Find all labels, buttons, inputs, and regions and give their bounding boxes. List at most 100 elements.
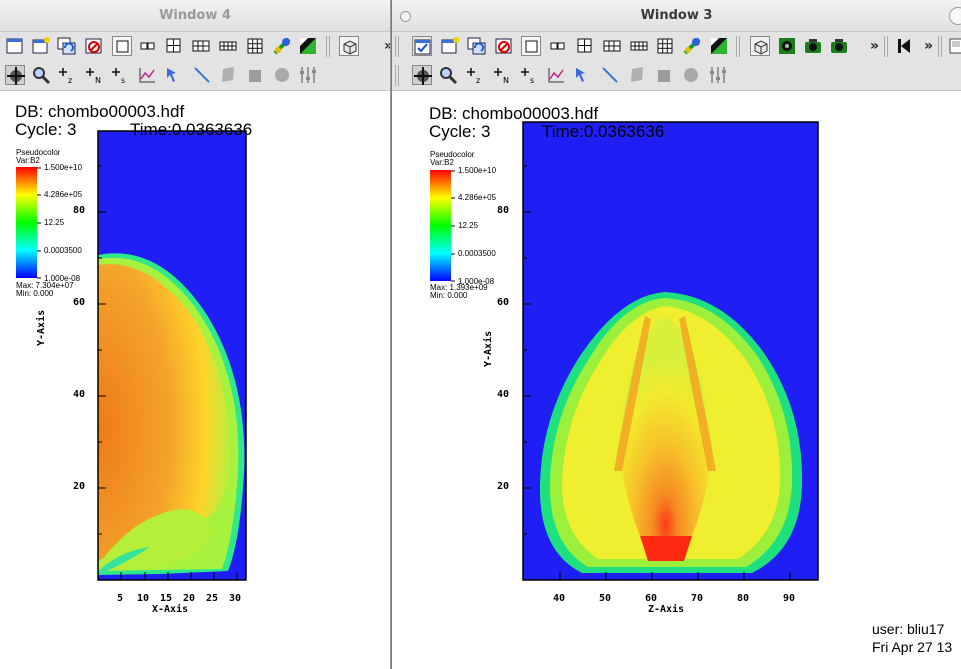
save-movie-icon[interactable] [803,36,823,56]
plot-frame [97,130,247,581]
copy-window-icon[interactable] [467,36,487,56]
clear-window-icon[interactable] [31,36,51,56]
legend-tick-5: 1.000e-08 [44,274,81,283]
delete-window-icon[interactable] [84,36,104,56]
line-tool-icon[interactable] [600,65,620,85]
legend-tick-3: 12.25 [458,221,479,230]
layout-2x2-icon[interactable] [575,36,595,56]
toolbar-separator [326,36,330,57]
svg-text:N: N [95,76,101,85]
node-pick-icon[interactable]: N [492,65,512,85]
zoom-icon[interactable] [31,65,51,85]
y-tick-label: 20 [73,481,86,492]
navigate-icon[interactable] [412,65,432,85]
sphere-tool-icon[interactable] [272,65,292,85]
layout-3x3-icon[interactable] [655,36,675,56]
legend-min: Min: 0.000 [16,289,54,298]
x-axis-title: Z-Axis [648,604,685,615]
cycle-label: Cycle: 3 [429,122,491,141]
svg-text:s: s [530,76,534,85]
box-tool-icon[interactable] [245,65,265,85]
window-4-toolbar-main: » [0,32,390,62]
db-label: DB: chombo00003.hdf [429,104,599,123]
active-window-icon[interactable] [412,36,432,56]
collapse-window-icon[interactable] [949,7,961,25]
step-back-icon[interactable] [895,36,915,56]
y-axis-ticks [98,165,106,535]
window-3-plot [430,121,819,581]
layout-1x2-icon[interactable] [138,36,158,56]
axis-restriction-icon[interactable] [298,65,318,85]
lineout-icon[interactable] [137,65,157,85]
delete-window-icon[interactable] [494,36,514,56]
x-axis-title: X-Axis [152,604,189,615]
colorbar-ticks [451,170,455,282]
toolbar-separator [884,36,888,57]
layout-2x3-icon[interactable] [602,36,622,56]
window-3-render-area[interactable]: DB: chombo00003.hdf Cycle: 3 [392,91,961,669]
window-4-title: Window 4 [159,8,231,23]
point-tool-icon[interactable] [164,65,184,85]
layout-3x3-icon[interactable] [245,36,265,56]
legend-max: Max: 1.393e+09 [430,283,488,292]
3d-view-icon[interactable] [750,36,770,56]
window-4-render-area[interactable]: DB: chombo00003.hdf Cycle: 3 [0,91,390,669]
new-window-icon[interactable] [5,36,25,56]
box-tool-icon[interactable] [654,65,674,85]
window-menu-icon[interactable] [400,11,411,22]
window-4[interactable]: Window 4 [0,0,391,669]
legend-var: Var:B2 [16,156,40,165]
y-tick-label: 40 [73,389,86,400]
x-tick-label: 25 [206,593,219,604]
line-tool-icon[interactable] [192,65,212,85]
zoom-icon[interactable] [438,65,458,85]
plot-preview-icon[interactable] [948,36,961,56]
lock-view-icon[interactable] [272,36,292,56]
legend-tick-4: 0.0003500 [44,246,82,255]
window-4-toolbar-tools: z N s [0,61,390,91]
zone-pick-icon[interactable]: z [57,65,77,85]
x-axis-ticks [559,572,791,580]
layout-1x1-icon[interactable] [521,36,541,56]
lock-view-icon[interactable] [682,36,702,56]
field-jet-base [640,536,692,561]
y-tick-label: 80 [73,205,86,216]
plane-tool-icon[interactable] [218,65,238,85]
toolbar-overflow-chevron-2[interactable]: » [924,38,934,54]
layout-1x2-icon[interactable] [548,36,568,56]
clear-window-icon[interactable] [440,36,460,56]
spreadsheet-pick-icon[interactable]: s [519,65,539,85]
copy-window-icon[interactable] [57,36,77,56]
layout-1x1-icon[interactable] [112,36,132,56]
field-inner-region [98,264,231,561]
window-3-titlebar[interactable]: Window 3 [392,0,961,32]
svg-text:s: s [121,76,125,85]
sphere-tool-icon[interactable] [681,65,701,85]
navigate-icon[interactable] [5,65,25,85]
zone-pick-icon[interactable]: z [465,65,485,85]
axis-restriction-icon[interactable] [708,65,728,85]
3d-view-icon[interactable] [339,36,359,56]
window-4-plot [16,130,247,581]
node-pick-icon[interactable]: N [84,65,104,85]
layout-2x4-icon[interactable] [629,36,649,56]
toolbar-overflow-chevron[interactable]: » [384,36,390,56]
invert-background-icon[interactable] [298,36,318,56]
camera-icon[interactable] [829,36,849,56]
invert-background-icon[interactable] [709,36,729,56]
window-4-titlebar[interactable]: Window 4 [0,0,390,32]
layout-2x4-icon[interactable] [218,36,238,56]
toolbar-overflow-chevron[interactable]: » [870,38,880,54]
x-tick-label: 50 [599,593,612,604]
animation-reel-icon[interactable] [777,36,797,56]
field-core-fan [620,316,711,536]
lineout-icon[interactable] [546,65,566,85]
spreadsheet-pick-icon[interactable]: s [110,65,130,85]
layout-2x3-icon[interactable] [191,36,211,56]
layout-2x2-icon[interactable] [164,36,184,56]
legend-min: Min: 0.000 [430,291,468,300]
x-tick-label: 30 [229,593,242,604]
point-tool-icon[interactable] [573,65,593,85]
plane-tool-icon[interactable] [627,65,647,85]
window-3[interactable]: Window 3 [391,0,961,669]
